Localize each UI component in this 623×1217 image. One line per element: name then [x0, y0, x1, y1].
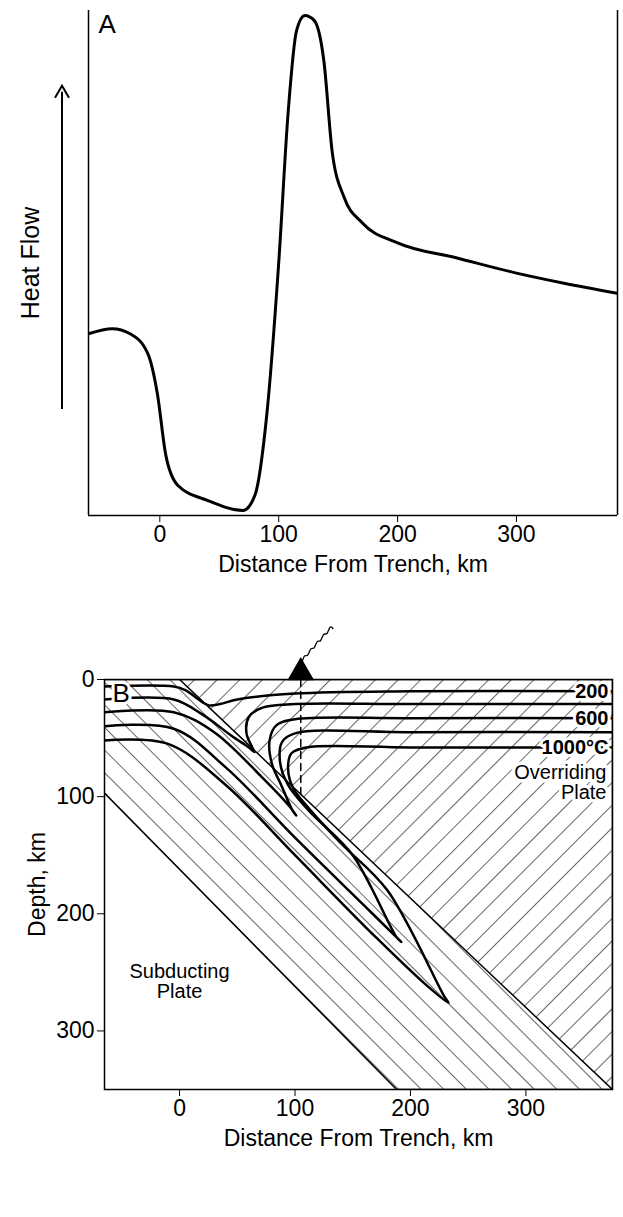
- svg-text:200: 200: [56, 900, 94, 926]
- svg-text:SubductingPlate: SubductingPlate: [130, 960, 230, 1002]
- svg-text:100: 100: [260, 521, 298, 547]
- svg-text:200: 200: [378, 521, 416, 547]
- svg-text:100: 100: [276, 1095, 314, 1121]
- svg-text:200: 200: [575, 680, 608, 702]
- svg-text:300: 300: [507, 1095, 545, 1121]
- svg-text:300: 300: [56, 1017, 94, 1043]
- svg-text:Distance From Trench, km: Distance From Trench, km: [224, 1125, 494, 1151]
- svg-text:Depth, km: Depth, km: [24, 832, 50, 937]
- svg-text:600: 600: [575, 707, 608, 729]
- svg-text:1000°C: 1000°C: [542, 736, 609, 758]
- svg-text:100: 100: [56, 783, 94, 809]
- svg-text:OverridingPlate: OverridingPlate: [514, 761, 606, 803]
- svg-text:Distance From Trench, km: Distance From Trench, km: [218, 551, 488, 577]
- svg-text:A: A: [99, 9, 117, 39]
- svg-text:B: B: [113, 678, 130, 708]
- svg-text:0: 0: [82, 666, 95, 692]
- svg-text:300: 300: [497, 521, 535, 547]
- svg-text:0: 0: [153, 521, 166, 547]
- svg-text:Heat Flow: Heat Flow: [16, 206, 44, 319]
- svg-text:0: 0: [173, 1095, 186, 1121]
- svg-text:200: 200: [391, 1095, 429, 1121]
